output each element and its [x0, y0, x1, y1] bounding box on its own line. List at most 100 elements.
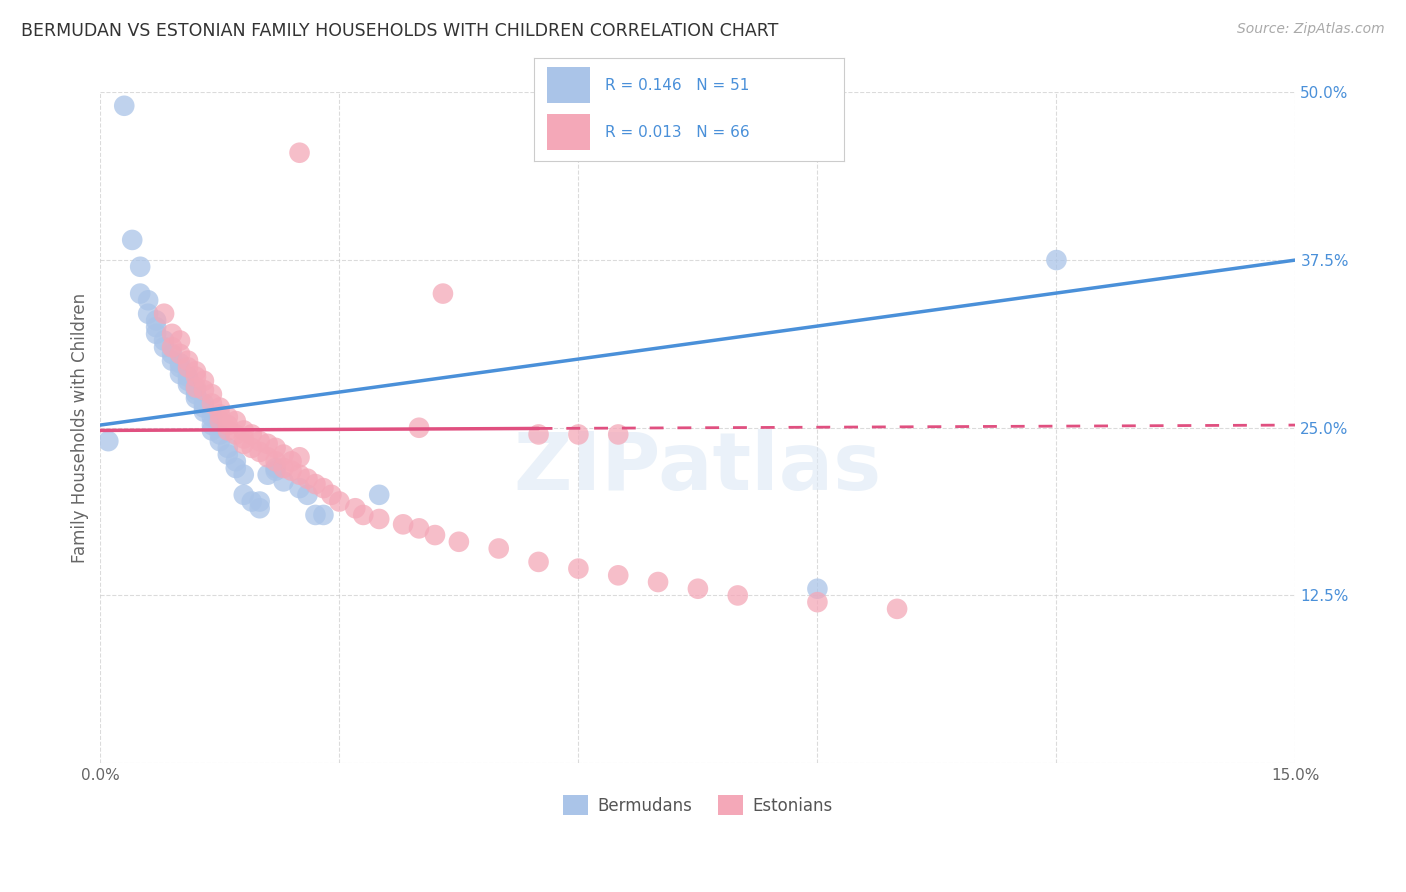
Point: [806, 595, 828, 609]
Point: [297, 472, 319, 486]
Point: [169, 356, 191, 370]
Point: [273, 461, 295, 475]
Text: BERMUDAN VS ESTONIAN FAMILY HOUSEHOLDS WITH CHILDREN CORRELATION CHART: BERMUDAN VS ESTONIAN FAMILY HOUSEHOLDS W…: [21, 22, 779, 40]
Point: [567, 427, 589, 442]
Point: [184, 383, 207, 397]
Point: [129, 260, 152, 274]
Point: [184, 369, 207, 384]
Point: [217, 448, 239, 462]
Point: [153, 334, 176, 348]
Point: [217, 410, 239, 425]
Point: [160, 353, 183, 368]
Point: [232, 437, 254, 451]
Point: [153, 307, 176, 321]
Point: [304, 477, 326, 491]
Point: [177, 353, 200, 368]
Point: [201, 396, 224, 410]
Point: [527, 427, 550, 442]
Legend: Bermudans, Estonians: Bermudans, Estonians: [557, 789, 839, 822]
Point: [232, 432, 254, 446]
Point: [232, 488, 254, 502]
Point: [249, 501, 271, 516]
Point: [160, 326, 183, 341]
Point: [288, 481, 311, 495]
Point: [177, 360, 200, 375]
Point: [201, 387, 224, 401]
Point: [312, 481, 335, 495]
Point: [193, 404, 215, 418]
Y-axis label: Family Households with Children: Family Households with Children: [72, 293, 89, 563]
Point: [208, 427, 231, 442]
Point: [184, 380, 207, 394]
Point: [193, 396, 215, 410]
Point: [249, 494, 271, 508]
Point: [312, 508, 335, 522]
Point: [169, 347, 191, 361]
Point: [169, 334, 191, 348]
Point: [184, 391, 207, 405]
FancyBboxPatch shape: [547, 114, 591, 150]
Point: [273, 448, 295, 462]
Point: [288, 145, 311, 160]
Point: [232, 467, 254, 482]
Point: [201, 410, 224, 425]
Point: [145, 320, 167, 334]
Point: [488, 541, 510, 556]
Point: [607, 427, 630, 442]
Point: [225, 454, 247, 468]
Point: [240, 494, 263, 508]
Point: [297, 488, 319, 502]
Point: [208, 434, 231, 449]
Point: [193, 374, 215, 388]
Point: [177, 377, 200, 392]
Point: [1045, 253, 1067, 268]
Text: ZIPatlas: ZIPatlas: [513, 429, 882, 507]
Point: [328, 494, 350, 508]
Point: [160, 340, 183, 354]
Point: [97, 434, 120, 449]
Point: [136, 307, 159, 321]
Point: [368, 512, 391, 526]
Point: [567, 561, 589, 575]
Point: [208, 401, 231, 415]
Point: [249, 434, 271, 449]
Point: [280, 464, 302, 478]
Point: [201, 418, 224, 433]
Point: [169, 360, 191, 375]
Point: [208, 414, 231, 428]
Point: [304, 508, 326, 522]
Point: [217, 441, 239, 455]
Point: [256, 437, 278, 451]
Point: [806, 582, 828, 596]
Point: [408, 421, 430, 435]
Point: [201, 424, 224, 438]
Point: [423, 528, 446, 542]
Point: [368, 488, 391, 502]
Point: [112, 99, 135, 113]
Point: [256, 450, 278, 465]
Point: [273, 475, 295, 489]
Point: [217, 424, 239, 438]
Point: [177, 374, 200, 388]
Point: [169, 367, 191, 381]
Point: [240, 427, 263, 442]
Point: [727, 589, 749, 603]
Point: [256, 467, 278, 482]
Point: [288, 450, 311, 465]
Point: [249, 445, 271, 459]
Point: [129, 286, 152, 301]
Point: [225, 427, 247, 442]
Point: [136, 293, 159, 308]
Point: [225, 461, 247, 475]
Text: R = 0.146   N = 51: R = 0.146 N = 51: [606, 78, 749, 93]
Point: [160, 347, 183, 361]
Point: [184, 387, 207, 401]
Point: [344, 501, 367, 516]
Point: [647, 574, 669, 589]
Point: [193, 383, 215, 397]
Point: [447, 534, 470, 549]
Point: [321, 488, 343, 502]
Point: [145, 313, 167, 327]
Point: [432, 286, 454, 301]
Point: [240, 441, 263, 455]
